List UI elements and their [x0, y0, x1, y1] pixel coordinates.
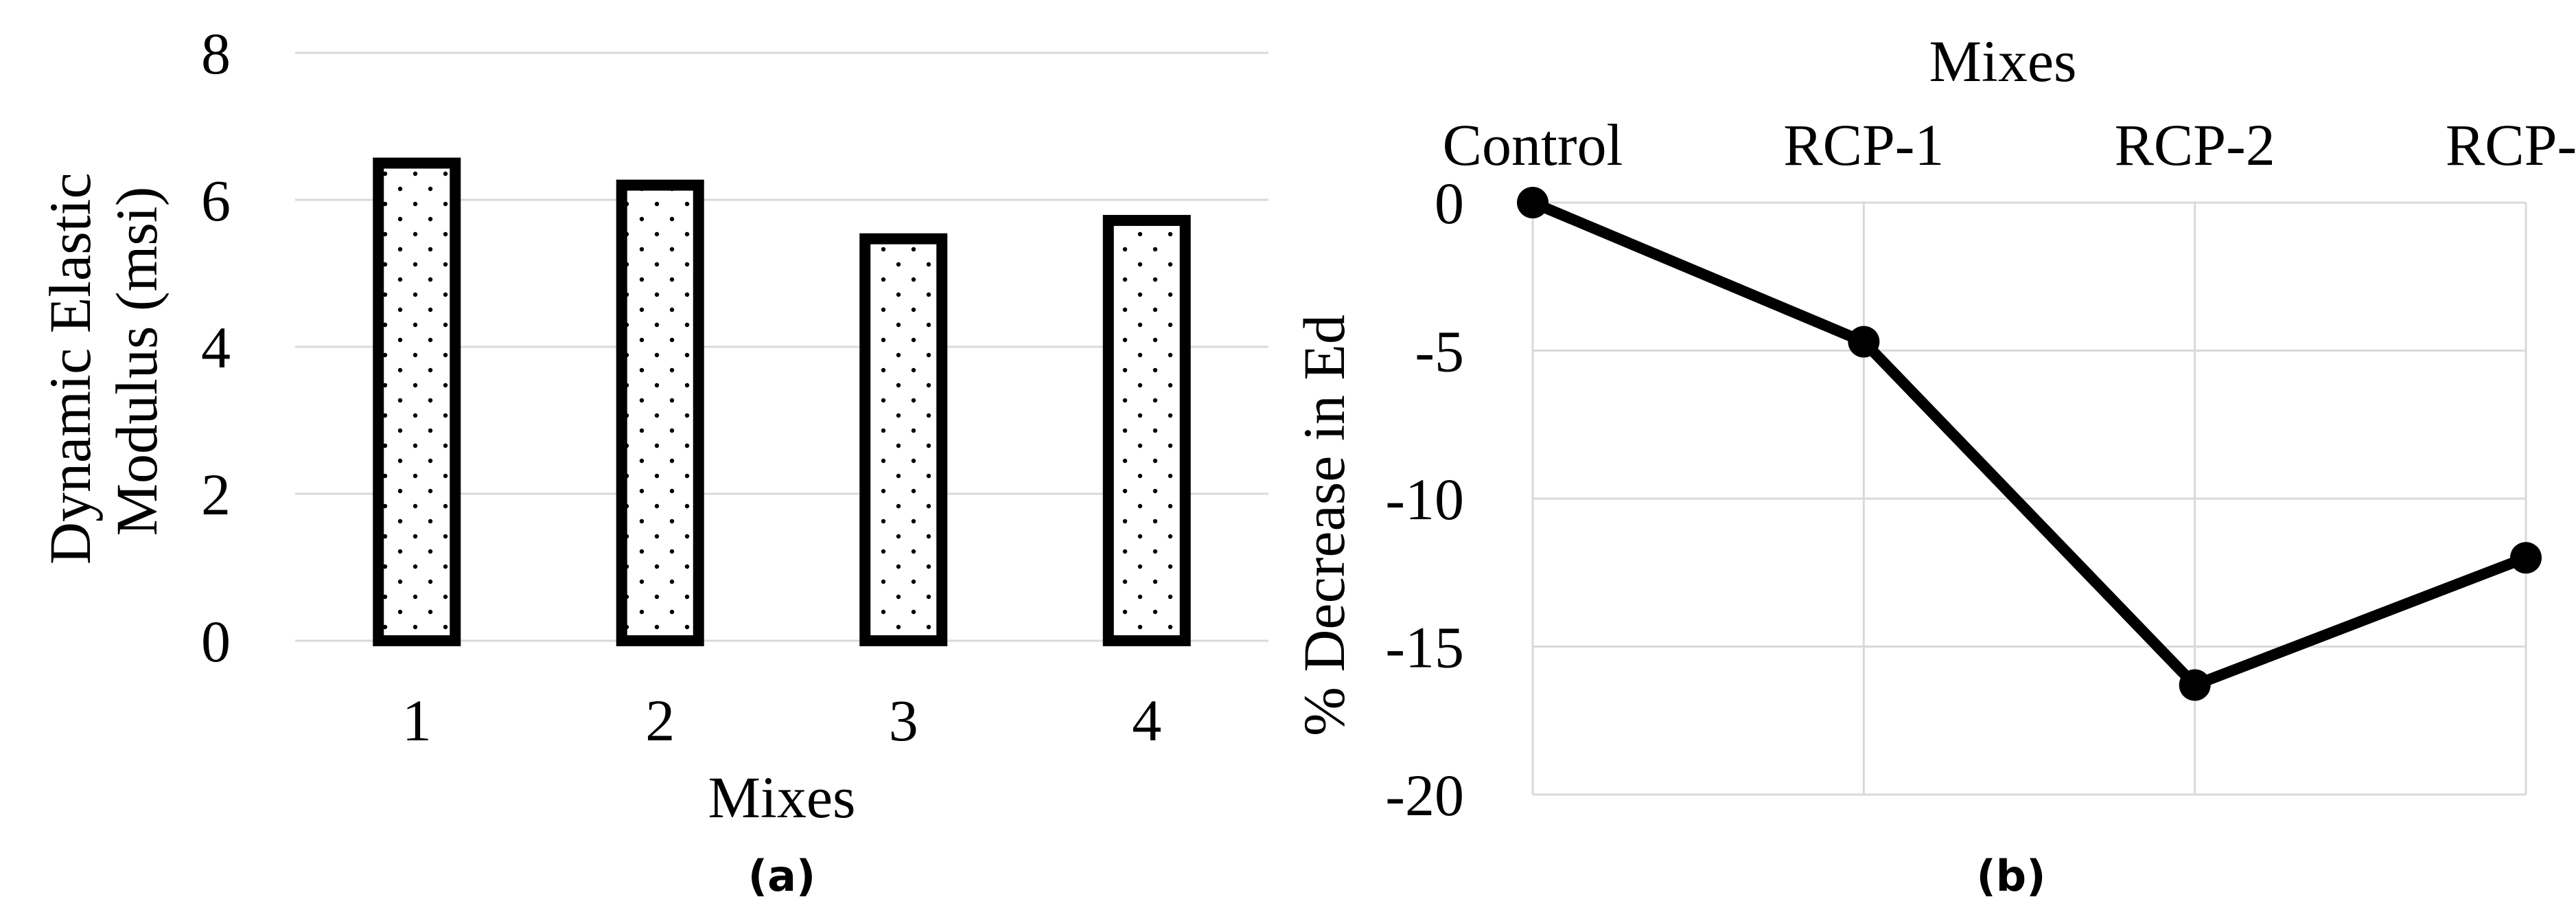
chart-b-y-axis-label: % Decrease in Ed	[1291, 315, 1357, 736]
chart-b-x-axis-label: Mixes	[1929, 28, 2077, 94]
chart-a-x-tick-label: 2	[645, 687, 675, 753]
chart-b-x-tick-label: RCP-1	[1783, 112, 1944, 178]
chart-a-bars	[373, 157, 1191, 647]
chart-a-x-tick-label: 1	[402, 687, 432, 753]
chart-b-point	[2179, 669, 2211, 701]
chart-b-y-tick-label: -5	[1415, 319, 1464, 385]
chart-a-y-tick-label: 8	[201, 21, 231, 87]
chart-b: 0 -5 -10 -15 -20 Control RCP-1 RCP-2 RCP-3 Mixe…	[1291, 28, 2576, 901]
chart-b-point	[1517, 187, 1548, 218]
chart-a-y-axis-label-line-2: Modulus (msi)	[104, 187, 170, 536]
chart-a-bar	[1102, 214, 1191, 646]
chart-b-x-tick-label: RCP-2	[2115, 112, 2275, 178]
chart-b-y-tick-label: -10	[1385, 466, 1464, 532]
chart-a-x-tick-label: 3	[889, 687, 918, 753]
chart-a-x-tick-labels: 1 2 3 4	[402, 687, 1162, 753]
chart-a-panel-label: (a)	[748, 851, 816, 901]
chart-a-y-tick-label: 6	[201, 168, 231, 233]
chart-a-x-tick-label: 4	[1132, 687, 1161, 753]
chart-b-point	[1848, 326, 1880, 358]
chart-a-y-tick-label: 0	[201, 608, 231, 674]
chart-a-y-tick-label: 4	[201, 315, 231, 380]
chart-a-bar	[373, 157, 461, 646]
chart-b-y-tick-label: 0	[1435, 170, 1464, 236]
chart-b-point	[2510, 542, 2542, 574]
chart-b-gridlines	[1531, 201, 2527, 796]
chart-a-y-tick-label: 2	[201, 461, 231, 527]
chart-b-series-line	[1527, 197, 2531, 691]
chart-b-y-tick-labels: 0 -5 -10 -15 -20	[1385, 170, 1464, 828]
chart-a-y-axis-label: Dynamic Elastic Modulus (msi)	[37, 158, 170, 565]
chart-b-x-tick-label: RCP-3	[2446, 112, 2576, 178]
chart-b-y-tick-label: -15	[1385, 615, 1464, 681]
chart-b-x-tick-labels: Control RCP-1 RCP-2 RCP-3	[1443, 112, 2576, 178]
chart-a-y-tick-labels: 0 2 4 6 8	[201, 21, 231, 674]
chart-a-bar	[859, 233, 948, 646]
chart-a: 0 2 4 6 8 1 2 3 4 Mixes Dynamic Elastic Modulus…	[37, 21, 1268, 901]
chart-a-y-axis-label-line-1: Dynamic Elastic	[37, 172, 103, 565]
chart-b-y-tick-label: -20	[1385, 762, 1464, 828]
chart-a-x-axis-label: Mixes	[708, 764, 856, 830]
chart-a-bar	[616, 179, 704, 647]
chart-b-panel-label: (b)	[1976, 851, 2045, 901]
chart-b-x-tick-label: Control	[1443, 112, 1623, 178]
chart-b-series	[1517, 187, 2542, 701]
